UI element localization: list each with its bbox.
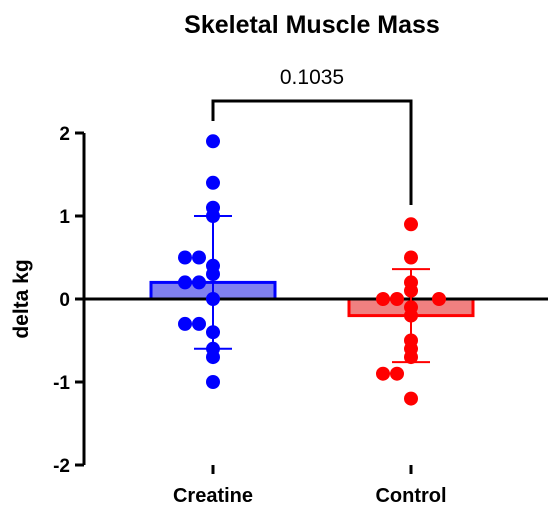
y-axis-label: delta kg (10, 259, 33, 338)
significance-bracket (211, 99, 413, 205)
data-point (192, 316, 206, 331)
data-point (376, 292, 390, 306)
data-point (192, 250, 206, 265)
data-point (390, 366, 404, 381)
y-tick-label: 1 (59, 207, 70, 228)
x-category-label: Control (375, 485, 446, 507)
data-point (206, 134, 220, 149)
significance-value: 0.1035 (280, 66, 344, 89)
data-point (390, 292, 404, 306)
data-point (178, 316, 192, 331)
data-point (404, 250, 418, 265)
data-point (178, 250, 192, 265)
data-point (206, 175, 220, 190)
plot-area: 2 1 0 -1 -2 Creatine Control (53, 99, 548, 507)
y-tick-label: -1 (53, 373, 70, 394)
x-category-label: Creatine (173, 485, 253, 507)
data-point (178, 275, 192, 290)
data-point (206, 375, 220, 389)
data-point (404, 391, 418, 406)
y-tick-label: 0 (59, 290, 70, 311)
data-point (376, 366, 390, 381)
data-point (192, 275, 206, 290)
chart-title: Skeletal Muscle Mass (184, 11, 440, 39)
data-point (206, 350, 220, 365)
y-tick-label: -2 (53, 456, 70, 477)
data-point (404, 217, 418, 232)
y-tick-label: 2 (59, 124, 70, 145)
data-point (432, 292, 446, 306)
